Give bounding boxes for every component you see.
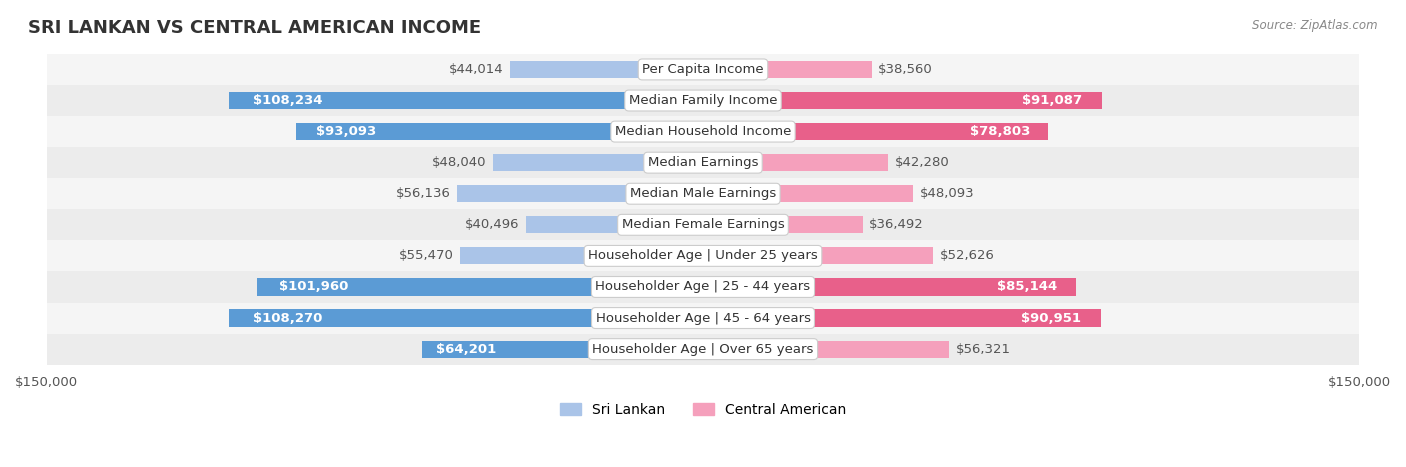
Bar xyxy=(229,310,703,326)
Text: Householder Age | 45 - 64 years: Householder Age | 45 - 64 years xyxy=(596,311,810,325)
Text: Median Female Earnings: Median Female Earnings xyxy=(621,218,785,231)
Text: Median Family Income: Median Family Income xyxy=(628,94,778,107)
Bar xyxy=(703,92,1102,109)
Text: Per Capita Income: Per Capita Income xyxy=(643,63,763,76)
Bar xyxy=(703,185,914,202)
Bar xyxy=(703,248,934,264)
Text: $48,093: $48,093 xyxy=(920,187,974,200)
Text: $52,626: $52,626 xyxy=(939,249,994,262)
Text: $38,560: $38,560 xyxy=(879,63,934,76)
Bar xyxy=(46,116,1360,147)
Bar xyxy=(703,340,949,358)
Text: $64,201: $64,201 xyxy=(436,343,496,355)
Text: Median Male Earnings: Median Male Earnings xyxy=(630,187,776,200)
Text: $108,234: $108,234 xyxy=(253,94,322,107)
Text: $91,087: $91,087 xyxy=(1022,94,1081,107)
Bar xyxy=(460,248,703,264)
Text: $90,951: $90,951 xyxy=(1021,311,1081,325)
Bar xyxy=(703,154,889,171)
Bar xyxy=(703,123,1047,140)
Text: $48,040: $48,040 xyxy=(432,156,486,169)
Text: Source: ZipAtlas.com: Source: ZipAtlas.com xyxy=(1253,19,1378,32)
Bar xyxy=(46,85,1360,116)
Text: Median Earnings: Median Earnings xyxy=(648,156,758,169)
Legend: Sri Lankan, Central American: Sri Lankan, Central American xyxy=(554,397,852,422)
Bar xyxy=(46,303,1360,333)
Bar xyxy=(703,278,1076,296)
Text: $108,270: $108,270 xyxy=(253,311,322,325)
Text: $44,014: $44,014 xyxy=(449,63,503,76)
Bar xyxy=(46,333,1360,365)
Text: $36,492: $36,492 xyxy=(869,218,924,231)
Text: Householder Age | Under 25 years: Householder Age | Under 25 years xyxy=(588,249,818,262)
Text: $55,470: $55,470 xyxy=(399,249,454,262)
Text: $85,144: $85,144 xyxy=(997,281,1057,293)
Bar xyxy=(703,310,1101,326)
Bar xyxy=(295,123,703,140)
Bar xyxy=(46,54,1360,85)
Bar xyxy=(457,185,703,202)
Text: $40,496: $40,496 xyxy=(465,218,519,231)
Bar xyxy=(422,340,703,358)
Text: Householder Age | Over 65 years: Householder Age | Over 65 years xyxy=(592,343,814,355)
Bar xyxy=(526,216,703,234)
Bar xyxy=(510,61,703,78)
Text: $93,093: $93,093 xyxy=(316,125,377,138)
Text: $42,280: $42,280 xyxy=(894,156,949,169)
Text: $78,803: $78,803 xyxy=(970,125,1031,138)
Bar xyxy=(703,216,863,234)
Text: SRI LANKAN VS CENTRAL AMERICAN INCOME: SRI LANKAN VS CENTRAL AMERICAN INCOME xyxy=(28,19,481,37)
Text: $56,321: $56,321 xyxy=(956,343,1011,355)
Bar xyxy=(46,147,1360,178)
Text: Householder Age | 25 - 44 years: Householder Age | 25 - 44 years xyxy=(595,281,811,293)
Bar xyxy=(703,61,872,78)
Text: Median Household Income: Median Household Income xyxy=(614,125,792,138)
Bar xyxy=(46,241,1360,271)
Bar xyxy=(229,92,703,109)
Bar xyxy=(46,209,1360,241)
Bar xyxy=(46,271,1360,303)
Bar xyxy=(46,178,1360,209)
Text: $101,960: $101,960 xyxy=(280,281,349,293)
Bar xyxy=(492,154,703,171)
Bar xyxy=(257,278,703,296)
Text: $56,136: $56,136 xyxy=(396,187,451,200)
